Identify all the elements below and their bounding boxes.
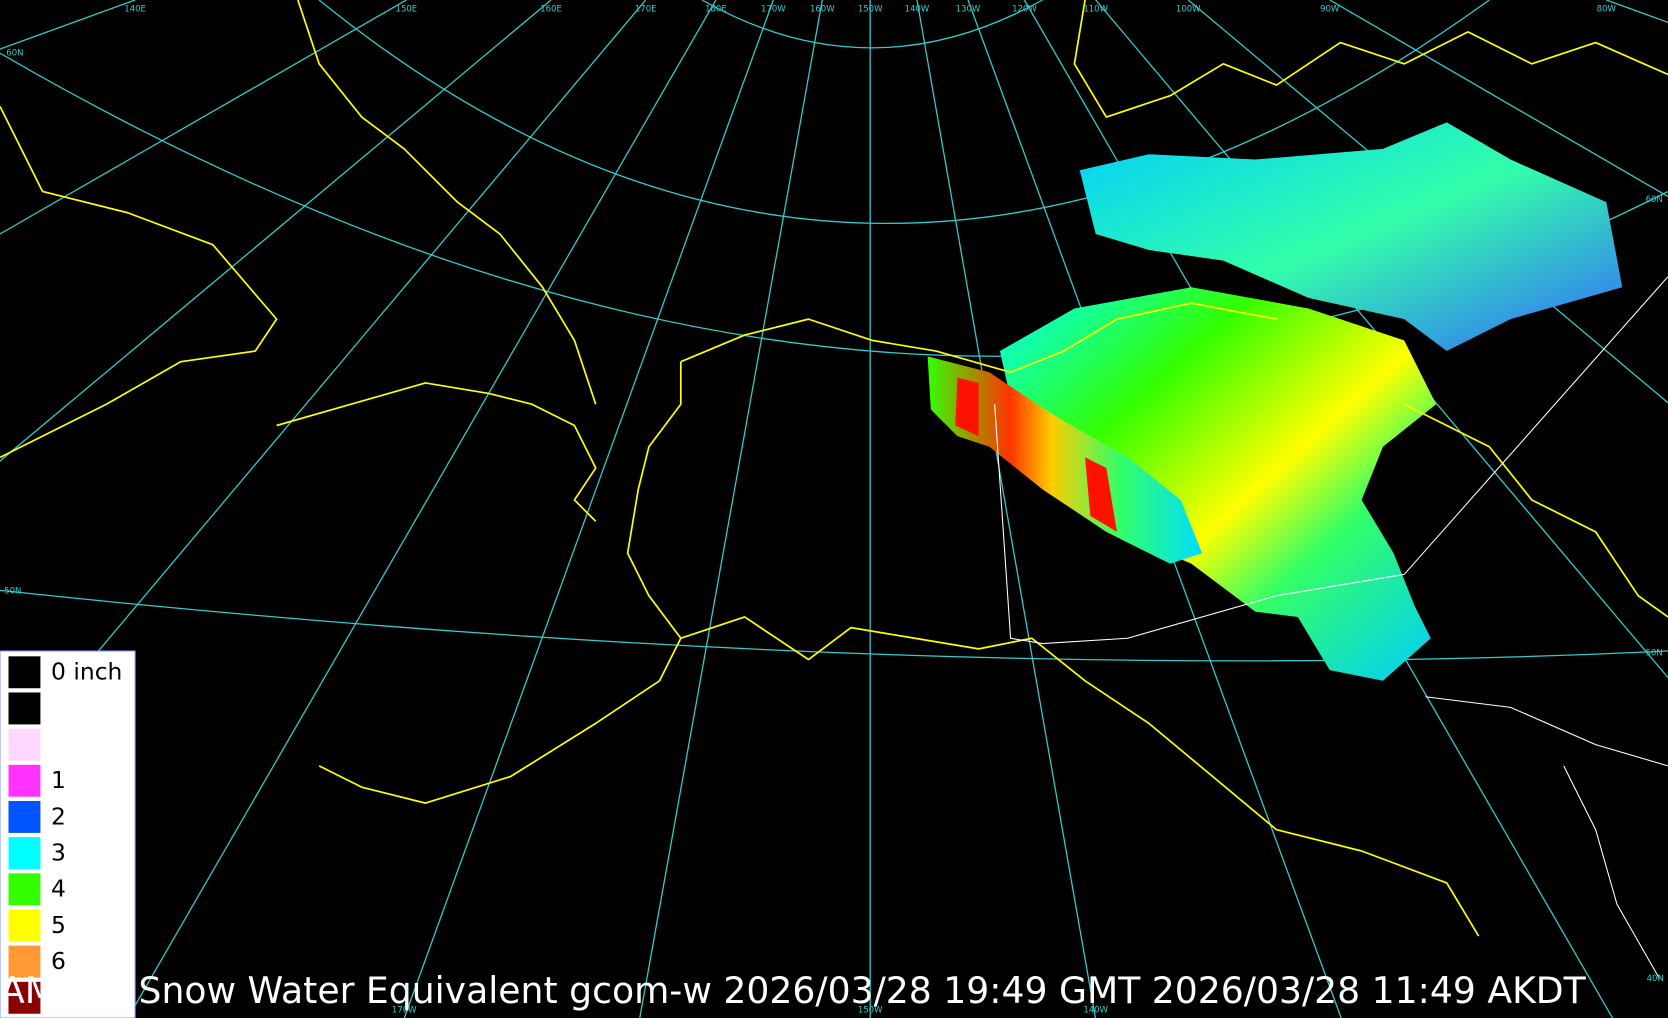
longitude-label: 160E bbox=[540, 5, 562, 15]
border bbox=[994, 276, 1668, 645]
latitude-line bbox=[701, 0, 1043, 49]
meridian bbox=[916, 0, 1097, 1018]
latitude-label: 50N bbox=[1646, 648, 1663, 658]
coastline bbox=[276, 382, 597, 522]
coastline bbox=[1073, 0, 1668, 118]
meridian bbox=[1329, 0, 1668, 198]
longitude-label: 110W bbox=[1083, 5, 1108, 15]
longitude-label: 140E bbox=[124, 5, 146, 15]
legend-label: 5 bbox=[51, 911, 66, 939]
longitude-label: 140W bbox=[1083, 1006, 1108, 1016]
legend-label: 0 inch bbox=[51, 658, 122, 686]
border bbox=[1425, 696, 1668, 767]
borders bbox=[994, 276, 1668, 979]
meridian bbox=[0, 0, 647, 770]
legend-label: 2 bbox=[51, 802, 66, 830]
caption: AMSR2 Snow Water Equivalent gcom-w 2026/… bbox=[0, 969, 1587, 1012]
latitude-label: 60N bbox=[1646, 195, 1663, 205]
meridian bbox=[0, 0, 552, 462]
legend-swatch bbox=[8, 909, 41, 942]
coastline bbox=[1403, 403, 1668, 618]
legend-swatch bbox=[8, 945, 41, 978]
longitude-label: 170E bbox=[635, 5, 657, 15]
legend-swatch bbox=[8, 800, 41, 833]
latitude-label: 60N bbox=[6, 48, 23, 58]
legend-swatch bbox=[8, 873, 41, 906]
longitude-label: 80W bbox=[1597, 5, 1617, 15]
longitude-label: 130W bbox=[956, 5, 981, 15]
legend-swatch bbox=[8, 656, 41, 689]
meridian bbox=[403, 0, 774, 1018]
legend-swatch bbox=[8, 728, 41, 761]
meridian bbox=[127, 0, 717, 1018]
meridian bbox=[639, 0, 823, 1018]
coastline bbox=[297, 0, 597, 405]
longitude-label: 170W bbox=[761, 5, 786, 15]
legend-label: 3 bbox=[51, 839, 66, 867]
legend-label: 4 bbox=[51, 875, 66, 903]
longitude-label: 90W bbox=[1320, 5, 1340, 15]
coastline bbox=[680, 616, 1480, 937]
snow-area bbox=[1085, 457, 1117, 532]
legend-swatch bbox=[8, 764, 41, 797]
longitude-label: 160W bbox=[810, 5, 835, 15]
coastline bbox=[0, 105, 278, 459]
snow-area bbox=[1079, 122, 1623, 352]
longitude-label: 150W bbox=[858, 5, 883, 15]
border bbox=[1563, 765, 1660, 979]
longitude-label: 120W bbox=[1012, 5, 1037, 15]
longitude-label: 150W bbox=[858, 1006, 883, 1016]
legend-swatch bbox=[8, 692, 41, 725]
longitude-label: 140W bbox=[905, 5, 930, 15]
snow-area bbox=[999, 287, 1437, 681]
legend-swatch bbox=[8, 837, 41, 870]
longitude-label: 100W bbox=[1176, 5, 1201, 15]
meridian bbox=[0, 0, 407, 235]
latitude-line bbox=[318, 0, 1490, 225]
legend: 0 inch 1 2 3 4 5 6 bbox=[0, 650, 136, 1018]
longitude-label: 40N bbox=[1647, 974, 1664, 984]
snow-area bbox=[955, 377, 979, 437]
latitude-label: 50N bbox=[4, 587, 21, 597]
snow-swath bbox=[927, 122, 1623, 681]
legend-label: 6 bbox=[51, 947, 66, 975]
grid-labels: 140E 150E 160E 170E 180E 170W 160W 150W 140W 130W… bbox=[4, 5, 1664, 1016]
coastlines bbox=[0, 0, 1668, 937]
coastline bbox=[680, 302, 1277, 374]
longitude-label: 170W bbox=[392, 1006, 417, 1016]
longitude-label: 150E bbox=[396, 5, 418, 15]
legend-items: 0 inch 1 2 3 4 5 6 bbox=[8, 656, 122, 1014]
legend-swatch bbox=[8, 981, 41, 1014]
legend-label: 1 bbox=[51, 766, 66, 794]
longitude-label: 180E bbox=[705, 5, 727, 15]
snow-area bbox=[927, 356, 1203, 564]
